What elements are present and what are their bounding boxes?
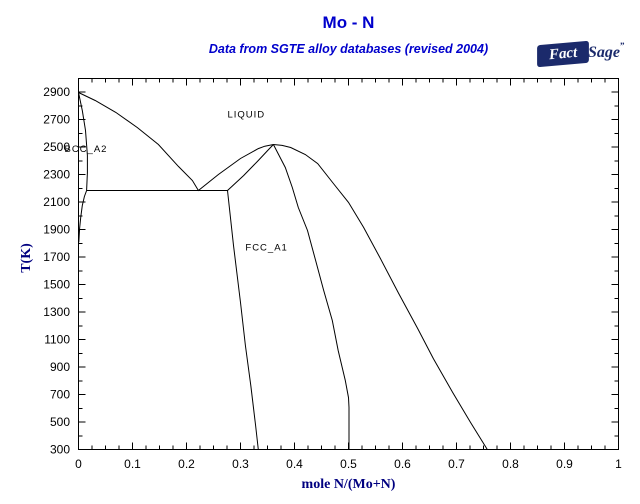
phase-label-bcc-a2: BCC_A2 — [65, 144, 108, 155]
x-axis-tick-label: 0.5 — [340, 457, 357, 471]
factsage-logo-trademark-icon: ” — [620, 41, 625, 51]
chart-title: Mo - N — [322, 13, 375, 32]
y-axis-tick-label: 2700 — [43, 113, 70, 127]
x-axis-tick-label: 1 — [615, 457, 622, 471]
y-axis-tick-label: 1900 — [43, 223, 70, 237]
y-axis-tick-label: 2100 — [43, 195, 70, 209]
x-axis-tick-label: 0.6 — [394, 457, 411, 471]
phase-label-fcc-a1: FCC_A1 — [245, 243, 287, 254]
y-axis-tick-label: 2900 — [43, 85, 70, 99]
y-axis-tick-label: 1300 — [43, 305, 70, 319]
x-axis-tick-label: 0.7 — [448, 457, 465, 471]
x-axis-tick-label: 0.3 — [232, 457, 249, 471]
liquidus-curve — [78, 92, 488, 450]
plot-frame — [78, 78, 619, 450]
y-axis-tick-label: 1700 — [43, 250, 70, 264]
y-axis-tick-label: 900 — [50, 360, 70, 374]
x-axis-tick-label: 0.4 — [286, 457, 303, 471]
y-axis-tick-label: 2300 — [43, 168, 70, 182]
fcc-right-boundary-curve — [272, 144, 350, 450]
fcc-solidus-curve — [227, 144, 274, 191]
y-axis-tick-label: 1100 — [44, 333, 70, 347]
y-axis-tick-label: 300 — [50, 443, 70, 457]
fcc-left-boundary-curve — [227, 190, 259, 450]
x-axis-tick-label: 0.9 — [556, 457, 573, 471]
x-axis-tick-label: 0 — [75, 457, 82, 471]
y-axis-title: T(K) — [19, 243, 34, 273]
x-axis-tick-label: 0.2 — [178, 457, 195, 471]
y-axis-tick-label: 700 — [50, 388, 70, 402]
factsage-logo-sage-text: Sage — [588, 44, 620, 61]
x-axis-tick-label: 0.1 — [124, 457, 141, 471]
chart-subtitle: Data from SGTE alloy databases (revised … — [208, 42, 489, 56]
x-axis-title: mole N/(Mo+N) — [301, 477, 396, 492]
phase-label-liquid: LIQUID — [228, 110, 266, 121]
y-axis-tick-label: 500 — [50, 415, 70, 429]
y-axis-tick-label: 1500 — [43, 278, 70, 292]
y-axis-tick-label: 2500 — [43, 140, 70, 154]
x-axis-tick-label: 0.8 — [502, 457, 519, 471]
bcc-solvus-curve — [78, 92, 88, 243]
